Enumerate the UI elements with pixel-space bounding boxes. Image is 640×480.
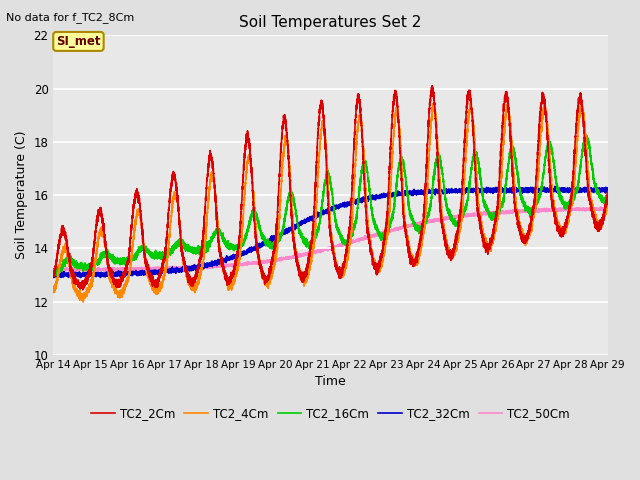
- Legend: TC2_2Cm, TC2_4Cm, TC2_16Cm, TC2_32Cm, TC2_50Cm: TC2_2Cm, TC2_4Cm, TC2_16Cm, TC2_32Cm, TC…: [86, 402, 575, 425]
- TC2_16Cm: [238, 241, 246, 247]
- Text: No data for f_TC2_8Cm: No data for f_TC2_8Cm: [6, 12, 134, 23]
- TC2_16Cm: [52, 273, 60, 278]
- TC2_50Cm: [470, 210, 478, 216]
- Line: TC2_2Cm: TC2_2Cm: [53, 86, 608, 290]
- TC2_4Cm: [312, 212, 319, 218]
- TC2_16Cm: [49, 270, 57, 276]
- TC2_2Cm: [470, 150, 478, 156]
- TC2_16Cm: [470, 152, 478, 157]
- TC2_32Cm: [580, 189, 588, 194]
- TC2_50Cm: [238, 262, 246, 267]
- TC2_32Cm: [470, 187, 478, 192]
- TC2_32Cm: [455, 187, 463, 192]
- TC2_32Cm: [83, 275, 91, 281]
- TC2_2Cm: [312, 174, 319, 180]
- X-axis label: Time: Time: [315, 375, 346, 388]
- Line: TC2_16Cm: TC2_16Cm: [53, 135, 608, 276]
- TC2_2Cm: [49, 271, 57, 277]
- TC2_2Cm: [455, 219, 463, 225]
- TC2_50Cm: [573, 207, 581, 213]
- TC2_16Cm: [582, 132, 590, 138]
- TC2_2Cm: [238, 198, 246, 204]
- TC2_50Cm: [455, 213, 463, 219]
- TC2_50Cm: [52, 268, 60, 274]
- TC2_32Cm: [574, 183, 582, 189]
- TC2_32Cm: [238, 252, 246, 258]
- TC2_50Cm: [597, 204, 605, 210]
- Line: TC2_50Cm: TC2_50Cm: [53, 207, 608, 271]
- TC2_16Cm: [312, 232, 319, 238]
- Text: SI_met: SI_met: [56, 35, 100, 48]
- TC2_32Cm: [312, 212, 319, 217]
- TC2_50Cm: [604, 206, 612, 212]
- Title: Soil Temperatures Set 2: Soil Temperatures Set 2: [239, 15, 422, 30]
- TC2_2Cm: [604, 195, 612, 201]
- Line: TC2_32Cm: TC2_32Cm: [53, 186, 608, 278]
- TC2_4Cm: [470, 136, 478, 142]
- TC2_4Cm: [79, 299, 87, 305]
- TC2_4Cm: [580, 119, 588, 125]
- TC2_4Cm: [604, 198, 612, 204]
- TC2_4Cm: [431, 99, 438, 105]
- TC2_16Cm: [580, 136, 588, 142]
- TC2_16Cm: [573, 186, 581, 192]
- Line: TC2_4Cm: TC2_4Cm: [53, 102, 608, 302]
- TC2_32Cm: [604, 188, 612, 193]
- TC2_2Cm: [79, 287, 86, 293]
- TC2_16Cm: [604, 194, 612, 200]
- TC2_16Cm: [455, 218, 463, 224]
- TC2_2Cm: [580, 134, 588, 140]
- TC2_4Cm: [49, 288, 57, 293]
- TC2_2Cm: [428, 83, 436, 89]
- TC2_50Cm: [49, 266, 57, 272]
- TC2_32Cm: [573, 187, 581, 193]
- Y-axis label: Soil Temperature (C): Soil Temperature (C): [15, 131, 28, 259]
- TC2_50Cm: [312, 249, 319, 255]
- TC2_2Cm: [574, 109, 582, 115]
- TC2_4Cm: [574, 134, 582, 140]
- TC2_32Cm: [49, 272, 57, 278]
- TC2_4Cm: [455, 230, 463, 236]
- TC2_50Cm: [580, 207, 588, 213]
- TC2_4Cm: [238, 236, 246, 241]
